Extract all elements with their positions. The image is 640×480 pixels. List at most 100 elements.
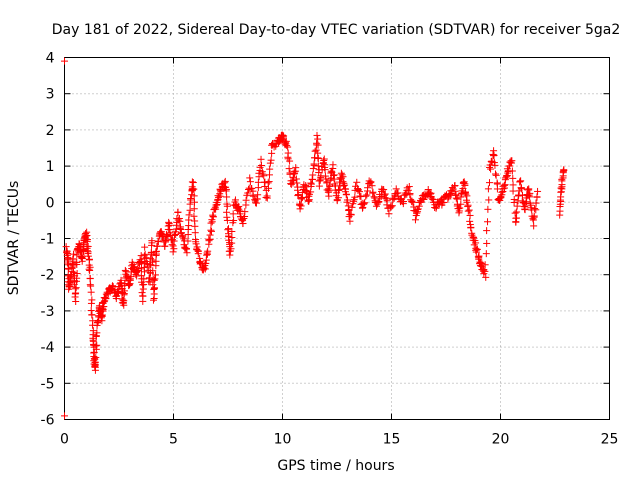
data-point [194,250,202,258]
data-point [363,191,371,199]
data-point [253,195,261,203]
data-point [359,203,367,211]
data-point [162,231,170,239]
data-point [190,205,198,213]
data-point [228,228,236,236]
data-point [466,211,474,219]
x-tick-label: 0 [60,432,69,448]
data-point [61,57,68,65]
data-point [361,199,369,207]
data-point [92,342,100,350]
data-point [507,159,515,167]
data-point [457,200,465,208]
chart-title: Day 181 of 2022, Sidereal Day-to-day VTE… [52,22,621,38]
data-point [153,242,161,250]
data-point [509,187,517,195]
grid [64,57,610,420]
data-point [411,216,419,224]
data-point [179,232,187,240]
data-point [339,178,347,186]
data-point [531,205,539,213]
x-axis-title: GPS time / hours [277,458,394,474]
data-point [246,178,254,186]
data-point [509,174,517,182]
data-point [481,267,489,275]
data-point [485,196,493,204]
data-point [140,263,148,271]
data-point [308,175,316,183]
data-point [404,186,412,194]
data-point [517,185,525,193]
data-point [216,192,224,200]
data-point [190,198,198,206]
data-point [92,354,100,362]
data-point [481,261,489,269]
data-point [207,226,215,234]
y-tick-label: 1 [46,159,55,175]
data-point [297,202,305,210]
data-point [346,217,354,225]
data-point [73,270,81,278]
data-point [294,191,302,199]
y-tick-label: 3 [46,87,55,103]
data-point [338,174,346,182]
data-point [87,306,95,314]
data-point [136,258,144,266]
y-tick-label: 0 [46,195,55,211]
data-point [307,180,315,188]
data-point [221,179,229,187]
data-point [189,179,197,187]
data-point [473,245,481,253]
data-point [461,181,469,189]
data-point [226,251,234,259]
data-point [69,262,77,270]
data-point [86,274,94,282]
data-point [335,186,343,194]
data-point [530,222,538,230]
x-tick-label: 5 [169,432,178,448]
data-point [151,275,159,283]
data-point [188,178,196,186]
data-point [348,203,356,211]
data-point [286,157,294,165]
data-point [150,295,158,303]
data-point [406,191,414,199]
data-point [152,271,160,279]
data-point [99,306,107,314]
data-point [249,192,257,200]
data-point [491,161,499,169]
data-point [341,185,349,193]
data-point [170,231,178,239]
data-point [440,198,448,206]
data-point [360,199,368,207]
x-tick-label: 20 [492,432,510,448]
data-point [462,190,470,198]
data-point [512,218,520,226]
data-point [190,192,198,200]
data-point [497,192,505,200]
data-point [483,239,491,247]
data-point [489,150,497,158]
data-point [268,149,276,157]
x-tick-label: 10 [274,432,292,448]
data-point [314,162,322,170]
data-point [215,193,223,201]
data-point [408,198,416,206]
data-point [176,224,184,232]
data-point [330,175,338,183]
data-point [325,187,333,195]
data-point [148,241,156,249]
data-point [350,197,358,205]
data-point [314,141,322,149]
x-tick-label: 25 [601,432,619,448]
y-tick-label: -3 [41,304,55,320]
data-point [369,188,377,196]
data-point [342,190,350,198]
data-point [452,191,460,199]
data-point [261,183,269,191]
data-point [61,412,68,420]
data-point [100,298,108,306]
data-point [185,211,193,219]
data-point [231,196,239,204]
data-point [177,229,185,237]
